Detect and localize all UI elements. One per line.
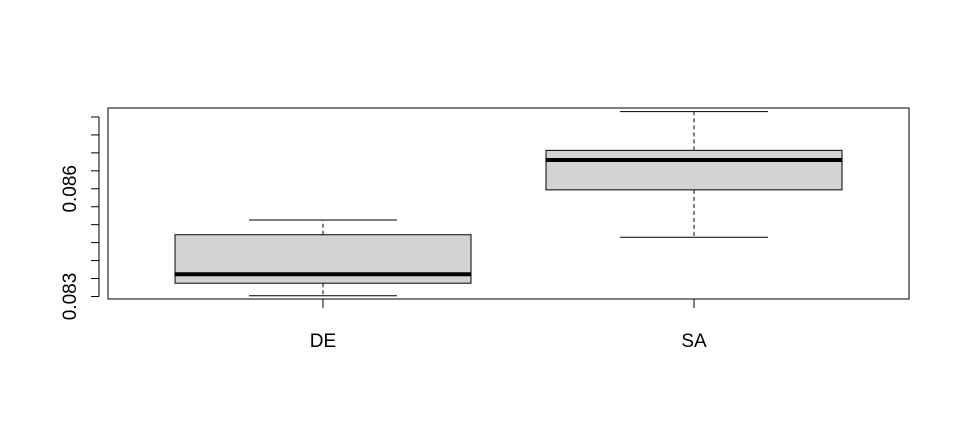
box-group	[174, 111, 843, 297]
iqr-box-SA	[545, 149, 843, 191]
y-axis: 0.083 0.086	[60, 116, 100, 321]
y-tick-label-6: 0.086	[60, 165, 81, 213]
x-tick-label-DE: DE	[310, 331, 336, 352]
x-tick-label-SA: SA	[681, 331, 707, 352]
y-tick-label-0: 0.083	[60, 273, 81, 321]
x-axis: DE SA	[310, 299, 707, 352]
box-SA	[545, 111, 843, 238]
box-DE	[174, 219, 472, 297]
plot-frame	[107, 107, 910, 300]
